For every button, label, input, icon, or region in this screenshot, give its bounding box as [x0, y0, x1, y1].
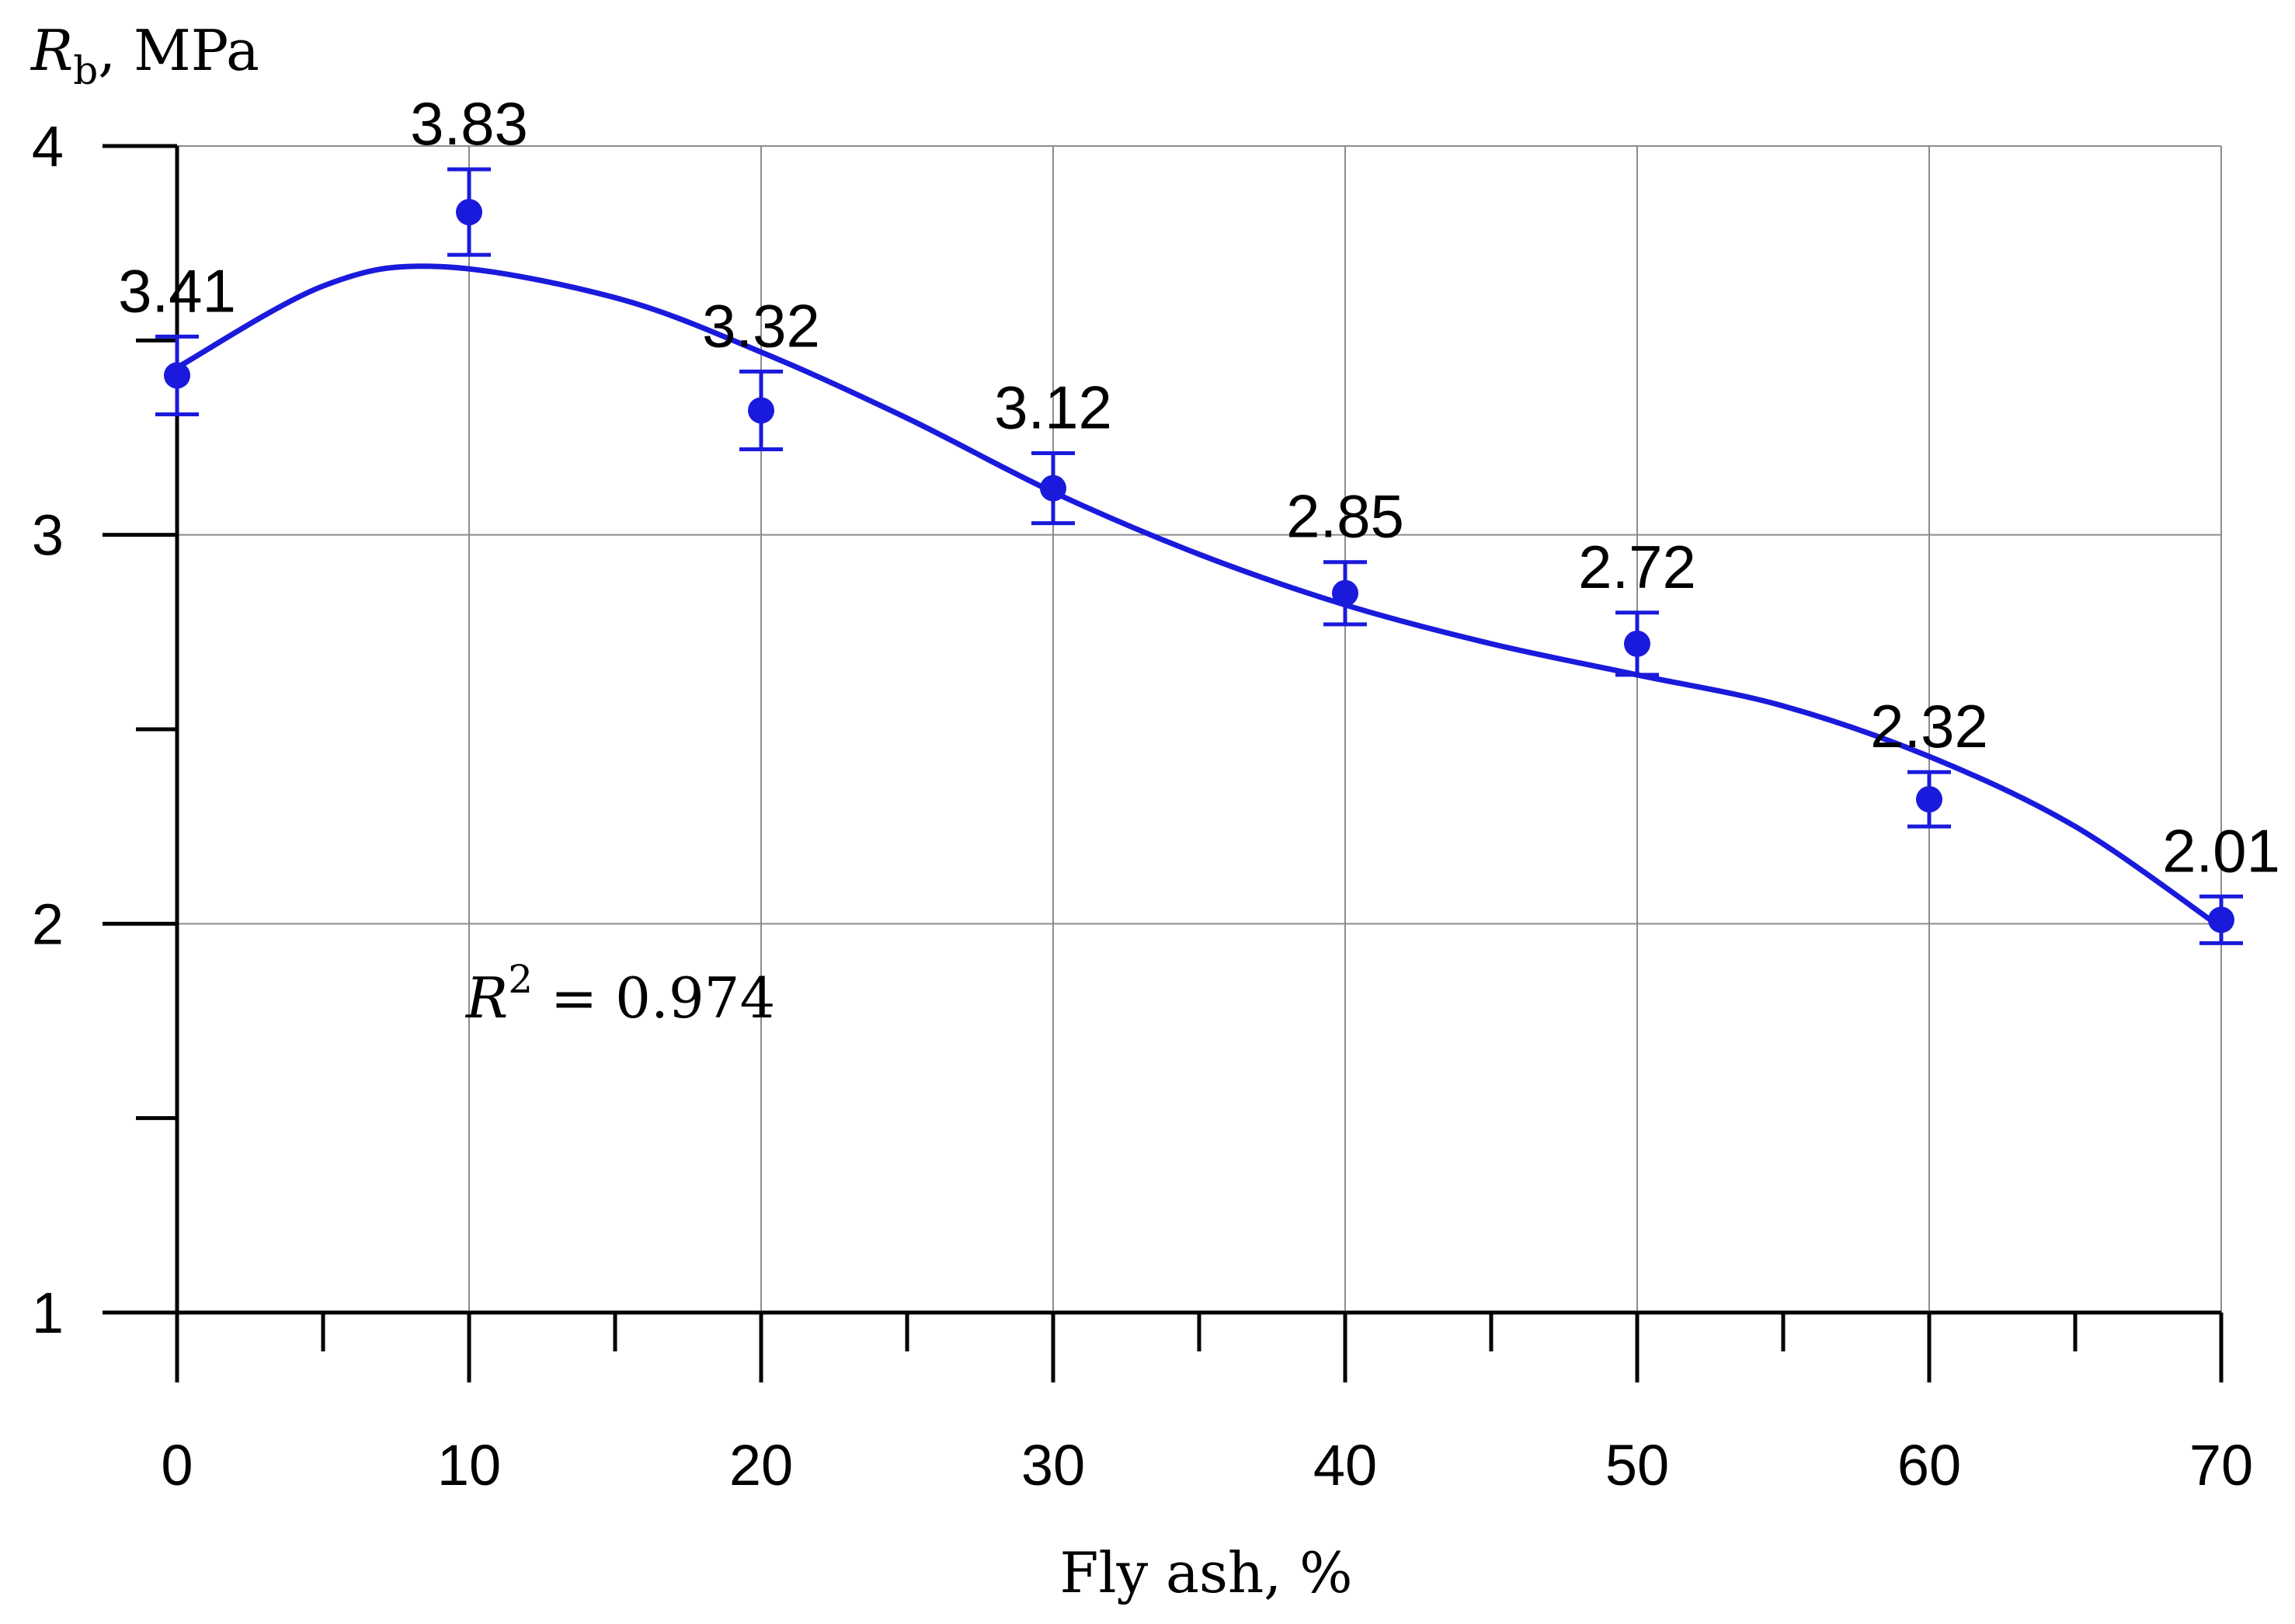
data-label: 3.41 [118, 256, 236, 325]
data-label: 3.12 [994, 374, 1112, 442]
x-tick-label: 40 [1313, 1433, 1377, 1497]
data-label: 2.32 [1870, 692, 1988, 760]
data-label: 2.01 [2162, 816, 2280, 885]
data-label: 3.83 [410, 89, 528, 158]
data-labels: 3.41 3.83 3.32 3.12 2.85 2.72 2.32 2.01 [118, 89, 2280, 885]
y-tick-label: 4 [32, 114, 64, 179]
r-squared-annotation: R2 = 0.974 [464, 957, 775, 1031]
grid [177, 145, 2222, 1313]
x-tick-label: 20 [729, 1433, 793, 1497]
trendline-path [176, 263, 2223, 930]
trendline [176, 263, 2223, 930]
data-point [456, 199, 482, 226]
data-label: 3.32 [702, 291, 820, 360]
data-point [2208, 906, 2234, 934]
x-axis-title: Fly ash, % [1060, 1540, 1353, 1605]
x-tick-label: 60 [1897, 1433, 1961, 1497]
x-tick-label: 0 [161, 1433, 193, 1497]
data-label: 2.72 [1578, 533, 1696, 601]
x-tick-label: 30 [1021, 1433, 1085, 1497]
y-tick-label: 1 [32, 1281, 64, 1345]
data-point [1916, 786, 1942, 813]
x-tick-label: 50 [1605, 1433, 1669, 1497]
data-point [164, 362, 190, 389]
data-point [1624, 630, 1650, 657]
data-point [1040, 475, 1066, 502]
y-axis-title: Rb, MPa [30, 18, 259, 93]
data-point [748, 397, 774, 424]
x-tick-label: 10 [437, 1433, 501, 1497]
data-points [164, 199, 2234, 934]
data-point [1332, 579, 1358, 607]
y-tick-label: 2 [32, 892, 64, 956]
data-label: 2.85 [1286, 482, 1404, 551]
x-tick-label: 70 [2189, 1433, 2253, 1497]
y-tick-label: 3 [32, 503, 64, 568]
